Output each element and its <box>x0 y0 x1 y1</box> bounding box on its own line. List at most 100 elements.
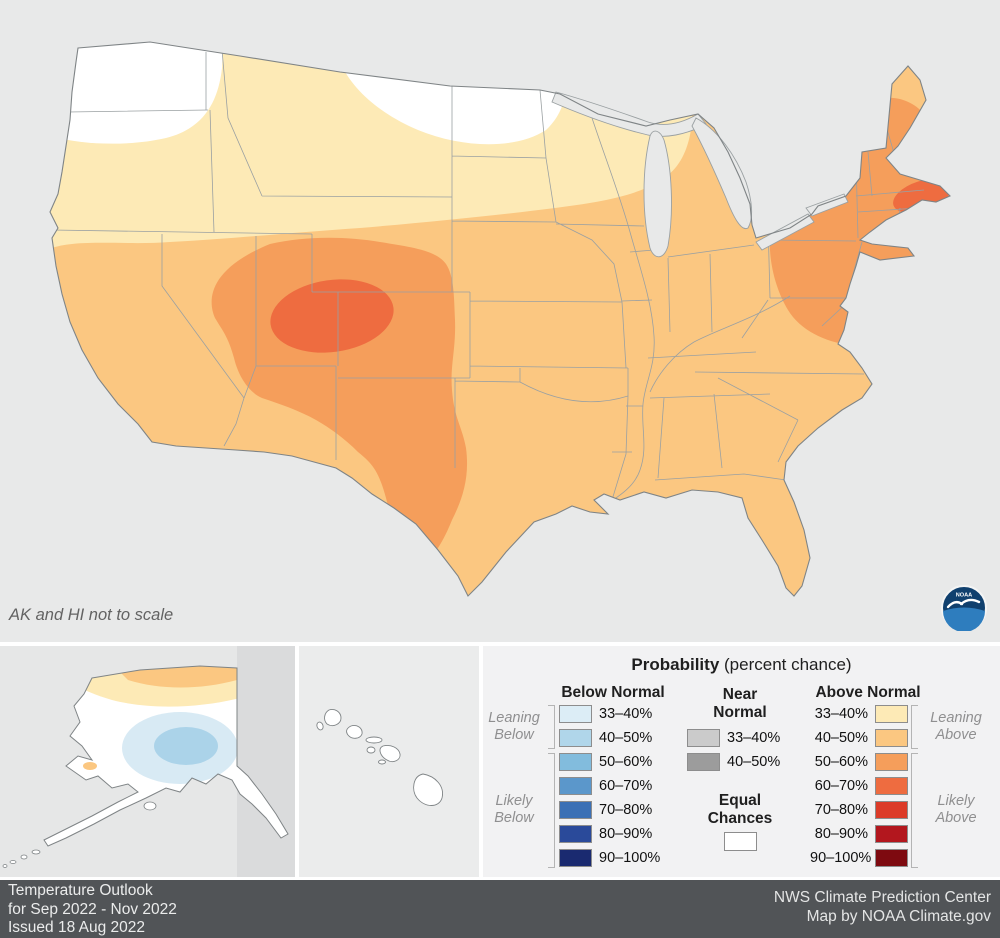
noaa-logo-ocean <box>943 607 985 631</box>
conus-map <box>0 0 1000 642</box>
legend-row-above: 70–80% <box>810 798 908 822</box>
legend-title-rest: (percent chance) <box>719 655 852 674</box>
conus-map-area: AK and HI not to scale NOAA <box>0 0 1000 642</box>
legend-label: 40–50% <box>814 730 868 746</box>
legend-label: 40–50% <box>599 730 653 746</box>
alaska-outline <box>43 665 289 847</box>
island-hawaii <box>413 773 443 806</box>
legend-below-column: 33–40% 40–50% 50–60% 60–70% 70–80% 80–90… <box>559 702 660 870</box>
ak-above-west-spot <box>83 762 97 770</box>
legend-near-column: 33–40% 40–50% <box>687 726 780 774</box>
legend-label: 70–80% <box>599 802 653 818</box>
legend-row-above: 40–50% <box>810 726 908 750</box>
legend-swatch-above-50-60 <box>875 753 908 771</box>
legend-label: 90–100% <box>599 850 661 866</box>
footer-issued: Issued 18 Aug 2022 <box>8 919 146 936</box>
legend-label: 33–40% <box>599 706 653 722</box>
aleutian-island <box>2 864 8 868</box>
legend-label: 80–90% <box>814 826 868 842</box>
legend-panel: Probability (percent chance) Below Norma… <box>483 646 1000 877</box>
footer-title: Temperature Outlook <box>8 882 153 899</box>
bracket-likely-above <box>911 753 918 868</box>
legend-row-above: 90–100% <box>810 846 908 870</box>
legend-equal-chances-label: Equal Chances <box>675 792 805 828</box>
hawaii-inset-map <box>316 709 443 806</box>
noaa-logo-text: NOAA <box>956 593 972 599</box>
legend-swatch-below-70-80 <box>559 801 592 819</box>
great-lakes <box>551 91 849 258</box>
hawaii-inset-panel <box>299 646 479 877</box>
legend-row-above: 60–70% <box>810 774 908 798</box>
group-label-line: Likely <box>495 793 533 809</box>
legend-swatch-above-90-100 <box>875 849 908 867</box>
noaa-logo-seagull-icon <box>946 598 981 609</box>
group-label-line: Leaning <box>488 710 540 726</box>
legend-header-near-normal: Near Normal <box>675 686 805 722</box>
legend-label: 33–40% <box>727 730 781 746</box>
group-label-likely-above: Likely Above <box>921 793 991 827</box>
group-label-leaning-above: Leaning Above <box>921 710 991 744</box>
footer-bar: Temperature Outlook for Sep 2022 - Nov 2… <box>0 880 1000 938</box>
aleutian-island <box>31 849 41 855</box>
state-boundaries <box>51 49 925 507</box>
legend-label: 90–100% <box>810 850 872 866</box>
legend-swatch-below-33-40 <box>559 705 592 723</box>
legend-row-above: 33–40% <box>810 702 908 726</box>
legend-swatch-below-40-50 <box>559 729 592 747</box>
aleutian-islands <box>2 801 157 868</box>
legend-row-near: 33–40% <box>687 726 780 750</box>
legend-swatch-near-33-40 <box>687 729 720 747</box>
noaa-logo: NOAA <box>941 585 987 631</box>
legend-label: 50–60% <box>814 754 868 770</box>
bracket-likely-below <box>548 753 555 868</box>
group-label-line: Below <box>494 810 534 826</box>
legend-above-column: 33–40% 40–50% 50–60% 60–70% 70–80% 80–90… <box>810 702 908 870</box>
legend-swatch-above-80-90 <box>875 825 908 843</box>
ak-below-40-50 <box>154 727 218 765</box>
legend-label: 33–40% <box>814 706 868 722</box>
legend-swatch-below-90-100 <box>559 849 592 867</box>
us-outline <box>49 41 951 597</box>
lake-erie <box>755 213 815 251</box>
legend-header-above-normal: Above Normal <box>815 684 921 701</box>
group-label-line: Likely <box>937 793 975 809</box>
legend-row-below: 60–70% <box>559 774 660 798</box>
group-label-leaning-below: Leaning Below <box>483 710 545 744</box>
legend-row-below: 50–60% <box>559 750 660 774</box>
lake-huron <box>691 117 753 230</box>
group-label-line: Above <box>935 810 977 826</box>
legend-swatch-near-40-50 <box>687 753 720 771</box>
legend-header-below-normal: Below Normal <box>561 684 665 701</box>
legend-row-below: 33–40% <box>559 702 660 726</box>
legend-swatch-equal-chances <box>724 832 757 851</box>
legend-header-near-line2: Normal <box>713 704 767 721</box>
group-label-line: Above <box>935 727 977 743</box>
group-label-line: Leaning <box>930 710 982 726</box>
island-niihau <box>316 721 324 731</box>
group-label-likely-below: Likely Below <box>483 793 545 827</box>
island-oahu <box>346 725 363 739</box>
bracket-leaning-above <box>911 705 918 749</box>
footer-credit: Map by NOAA Climate.gov <box>806 908 991 925</box>
legend-title: Probability (percent chance) <box>483 655 1000 675</box>
legend-swatch-above-60-70 <box>875 777 908 795</box>
kodiak-island <box>143 801 157 811</box>
region-above-60-70-colorado <box>270 279 394 353</box>
aleutian-island <box>20 854 28 860</box>
footer-left-block: Temperature Outlook for Sep 2022 - Nov 2… <box>8 882 177 938</box>
legend-row-above: 50–60% <box>810 750 908 774</box>
island-lanai <box>366 746 376 754</box>
equal-chances-line1: Equal <box>718 792 762 809</box>
ak-hi-scale-note: AK and HI not to scale <box>9 606 174 624</box>
footer-right-block: NWS Climate Prediction Center Map by NOA… <box>774 888 991 926</box>
ak-canada-land <box>237 646 295 877</box>
footer-source: NWS Climate Prediction Center <box>773 889 991 906</box>
legend-row-below: 80–90% <box>559 822 660 846</box>
legend-swatch-below-80-90 <box>559 825 592 843</box>
lake-michigan <box>643 130 672 258</box>
legend-label: 60–70% <box>814 778 868 794</box>
legend-row-below: 40–50% <box>559 726 660 750</box>
island-maui <box>379 745 401 763</box>
legend-swatch-above-33-40 <box>875 705 908 723</box>
